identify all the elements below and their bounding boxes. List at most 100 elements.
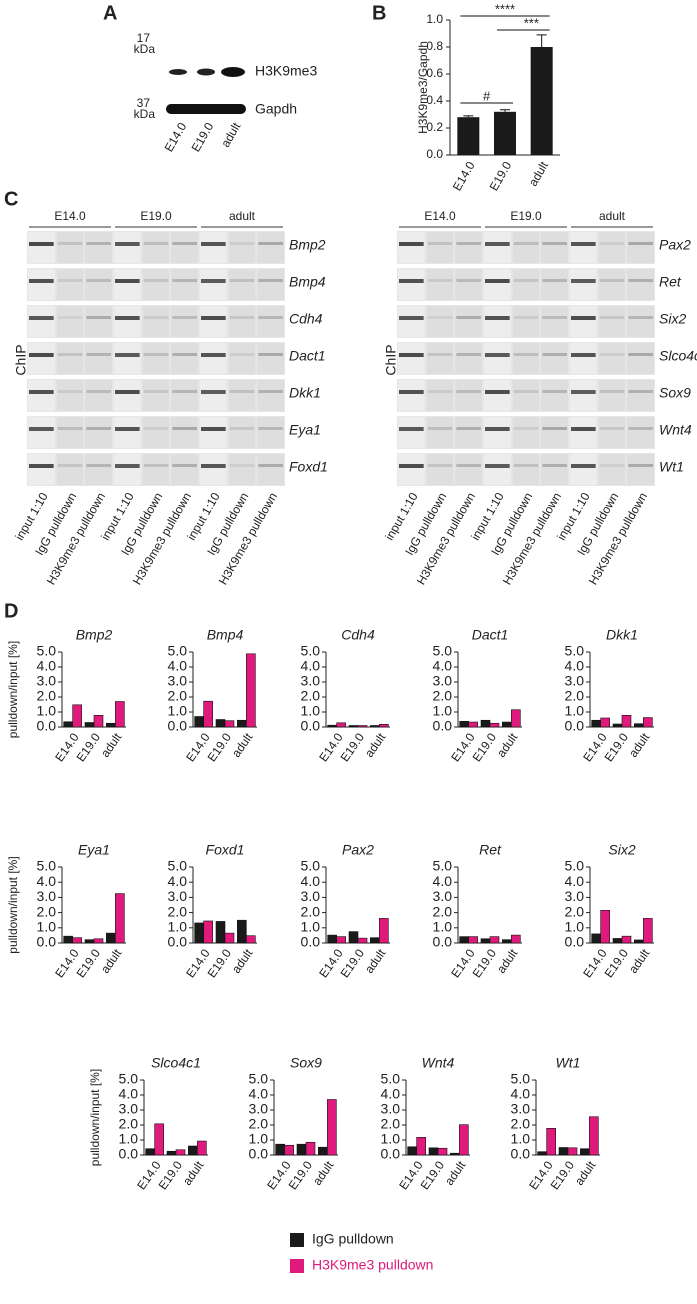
gel-lane: [512, 417, 540, 448]
gel-lane: [257, 343, 284, 374]
gel-lane: [512, 380, 540, 411]
bar: [115, 701, 125, 728]
gel-band: [571, 353, 596, 357]
gel-band: [57, 353, 83, 356]
gel-band: [513, 353, 539, 356]
y-tick-label: 5.0: [433, 643, 453, 659]
gel-lane: [541, 269, 568, 300]
gel-lane: [484, 454, 511, 485]
x-tick-label: E19.0: [418, 1158, 448, 1192]
y-tick-label: 0.0: [433, 934, 453, 950]
legend-swatch: [290, 1233, 304, 1247]
gel-band: [86, 279, 111, 282]
gel-band: [29, 242, 54, 246]
error-bar: [536, 34, 547, 47]
y-tick-label: 4.0: [433, 658, 453, 674]
gel-lane: [200, 306, 227, 337]
gel-lane: [85, 343, 112, 374]
y-tick-label: 3.0: [168, 888, 188, 904]
y-tick-label: 5.0: [301, 858, 321, 874]
western-blot: [166, 67, 246, 114]
gel-band: [571, 242, 596, 246]
gel-lane: [114, 343, 141, 374]
gel-lane: [598, 454, 626, 485]
gel-band: [571, 316, 596, 320]
gel-lane: [28, 306, 55, 337]
gel-lane: [598, 306, 626, 337]
gel-band: [143, 464, 169, 467]
y-tick-label: 3.0: [511, 1101, 531, 1117]
bar: [145, 1148, 155, 1156]
gene-label: Six2: [659, 311, 686, 327]
gel-band: [258, 316, 283, 319]
y-tick-label: 0.0: [511, 1146, 531, 1162]
gel-band: [456, 353, 481, 356]
y-tick-label: 5.0: [433, 858, 453, 874]
gel-lane: [598, 343, 626, 374]
bar: [546, 1128, 556, 1156]
gene-label: Sox9: [659, 385, 691, 401]
bar: [305, 1141, 316, 1156]
bar: [407, 1146, 417, 1156]
panel-label: A: [103, 2, 117, 24]
gel-band: [427, 316, 453, 319]
gel-lane: [257, 269, 284, 300]
y-tick-label: 0.2: [426, 120, 443, 134]
bar: [591, 719, 601, 728]
bar: [348, 931, 359, 944]
gel-lane: [455, 232, 482, 263]
bar: [115, 893, 125, 944]
gel-lane: [541, 417, 568, 448]
gel-lane: [114, 269, 141, 300]
gel-band: [172, 242, 197, 245]
y-tick-label: 2.0: [511, 1116, 531, 1132]
gel-lane: [398, 269, 425, 300]
panel-title: Sox9: [290, 1055, 322, 1071]
gel-band: [456, 279, 481, 282]
gel-lane: [627, 417, 654, 448]
gel-lane: [200, 454, 227, 485]
y-tick-label: 0.0: [249, 1146, 269, 1162]
y-tick-label: 1.0: [565, 919, 585, 935]
gel-band: [201, 427, 226, 431]
y-tick-label: 4.0: [511, 1086, 531, 1102]
bar: [530, 47, 553, 155]
bar: [558, 1147, 569, 1156]
y-tick-label: 0.0: [381, 1146, 401, 1162]
bar: [224, 720, 235, 728]
gel-band: [571, 279, 596, 283]
bar: [591, 933, 601, 944]
gel-lane: [512, 454, 540, 485]
bar: [612, 723, 623, 728]
bar: [188, 1145, 198, 1156]
gel-band: [57, 316, 83, 319]
bar: [106, 932, 116, 944]
gel-band: [143, 353, 169, 356]
gel-lane: [56, 417, 84, 448]
gene-label: Pax2: [659, 237, 691, 253]
bar: [194, 716, 204, 728]
y-tick-label: 0.0: [565, 934, 585, 950]
x-tick-label: E19.0: [548, 1158, 578, 1192]
y-tick-label: 0.0: [168, 718, 188, 734]
gel-band: [542, 279, 567, 282]
x-tick-label: E19.0: [286, 1158, 316, 1192]
bar: [511, 934, 521, 944]
gel-lane: [598, 269, 626, 300]
gel-lane: [398, 380, 425, 411]
gel-band: [86, 390, 111, 393]
bar: [357, 937, 368, 944]
gel-band: [571, 464, 596, 468]
gel-band: [485, 242, 510, 246]
gel-band: [29, 279, 54, 283]
bar: [379, 918, 389, 944]
gel-band: [172, 279, 197, 282]
bar: [72, 937, 82, 944]
gel-band: [571, 390, 596, 394]
gel-lane: [56, 454, 84, 485]
gel-lane: [56, 380, 84, 411]
sample-label: E19.0: [189, 120, 217, 154]
gene-label: Foxd1: [289, 459, 328, 475]
gene-label: Ret: [659, 274, 682, 290]
bar: [537, 1151, 547, 1156]
